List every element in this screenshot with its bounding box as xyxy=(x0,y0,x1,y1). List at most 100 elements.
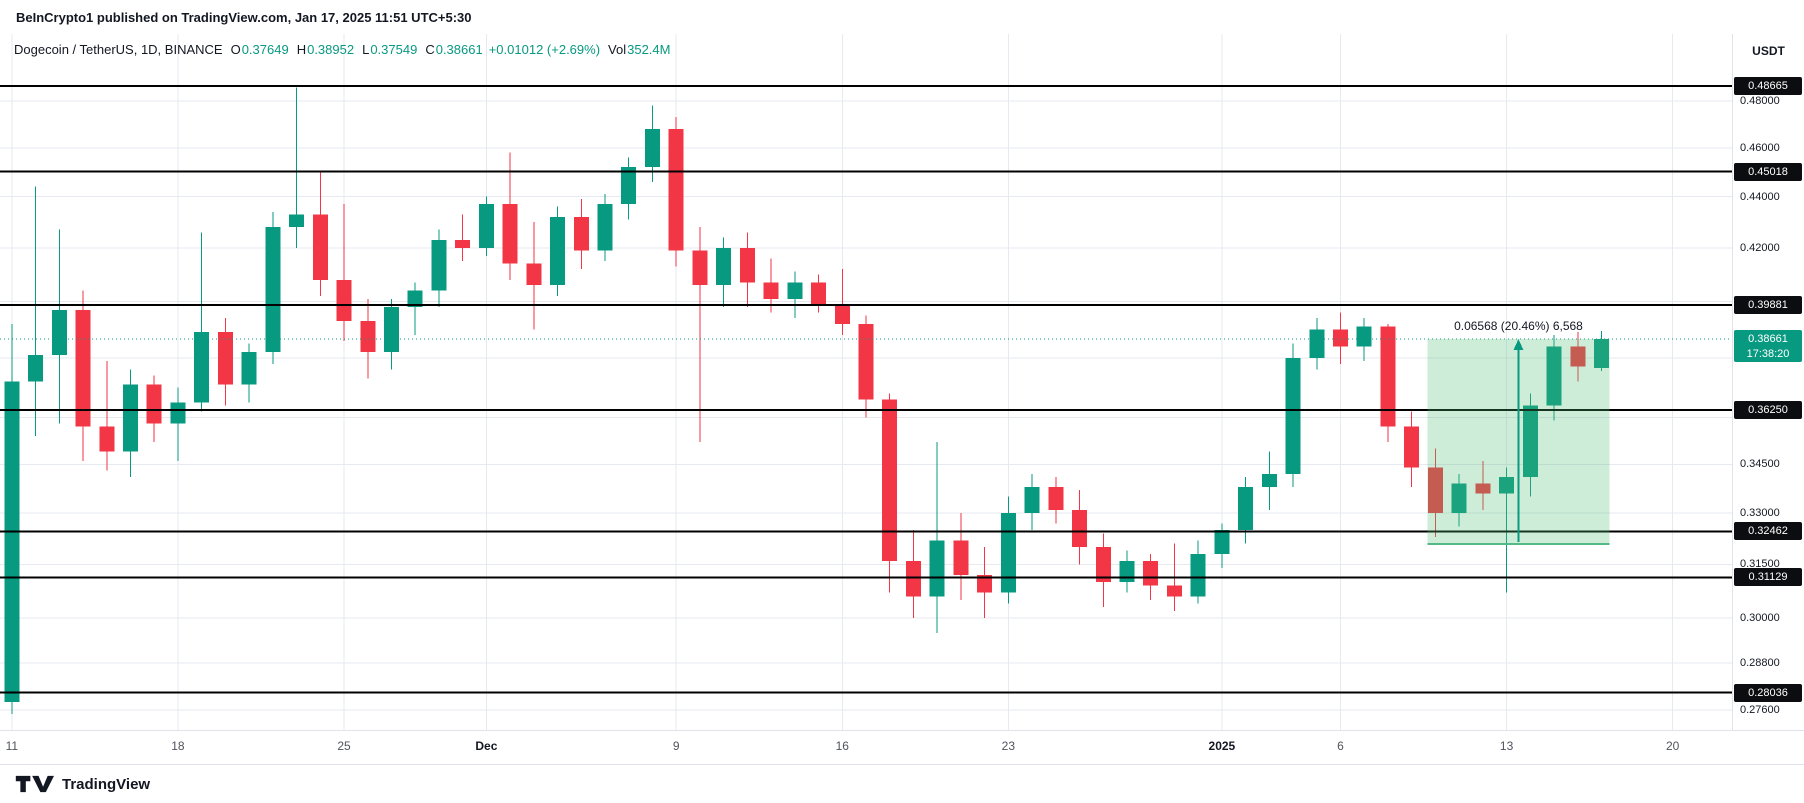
candle-body xyxy=(336,279,352,321)
candle-body xyxy=(1499,477,1515,494)
candle-body xyxy=(241,352,257,385)
candle-body xyxy=(312,214,328,280)
change-value: +0.01012 (+2.69%) xyxy=(488,42,601,57)
time-label: 6 xyxy=(1337,739,1344,753)
candle-body xyxy=(1475,483,1491,494)
candle-body xyxy=(431,240,447,291)
time-label: 16 xyxy=(835,739,849,753)
candle-body xyxy=(265,227,281,353)
price-level-badge: 0.39881 xyxy=(1734,295,1802,314)
candle-body xyxy=(1166,585,1182,597)
price-level-badge: 0.36250 xyxy=(1734,400,1802,419)
price-level-badge: 0.28036 xyxy=(1734,683,1802,702)
candle-body xyxy=(1048,486,1064,510)
close-label: C xyxy=(425,42,435,57)
candle-body xyxy=(1000,513,1016,593)
price-level-badge: 0.31129 xyxy=(1734,568,1802,587)
candle-body xyxy=(1380,326,1396,427)
candle-body xyxy=(1143,560,1159,586)
candle-body xyxy=(99,426,115,452)
price-level-badge: 0.48665 xyxy=(1734,76,1802,95)
candle-body xyxy=(668,128,684,251)
candle-body xyxy=(953,540,969,575)
price-label: 0.48000 xyxy=(1740,94,1780,107)
price-axis[interactable]: USDT 0.38661 17:38:20 0.48000 0.46000 0.44… xyxy=(1732,34,1804,730)
price-label: 0.28800 xyxy=(1740,657,1780,670)
candle-body xyxy=(1261,473,1277,487)
time-label: 23 xyxy=(1001,739,1016,753)
candlestick-chart[interactable]: 0.06568 (20.46%) 6,568 xyxy=(0,34,1732,730)
candle-body xyxy=(1214,530,1230,555)
current-price-value: 0.38661 xyxy=(1748,333,1788,346)
candle-body xyxy=(763,282,779,299)
candle-body xyxy=(146,384,162,424)
candle-body xyxy=(811,282,827,305)
candle-body xyxy=(455,240,471,248)
time-label: 2025 xyxy=(1208,739,1236,753)
candle-body xyxy=(644,128,660,168)
candle-body xyxy=(1404,426,1420,468)
symbol-name[interactable]: Dogecoin / TetherUS, 1D, BINANCE xyxy=(14,42,223,57)
measure-arrow-head xyxy=(1513,339,1524,351)
price-label: 0.30000 xyxy=(1740,612,1780,625)
candle-body xyxy=(1546,346,1562,406)
time-label: 18 xyxy=(171,739,185,753)
candle-body xyxy=(1427,467,1443,514)
open-value: 0.37649 xyxy=(241,42,289,57)
candle-body xyxy=(28,355,44,382)
candle-body xyxy=(1522,405,1538,478)
candle-body xyxy=(1309,329,1325,359)
candle-body xyxy=(194,332,210,403)
tradingview-logo-icon[interactable] xyxy=(14,774,54,794)
candle-body xyxy=(122,384,138,452)
time-axis[interactable]: 11 18 25 Dec 9 16 23 2025 6 13 20 xyxy=(0,730,1804,764)
candle-body xyxy=(692,250,708,286)
candle-body xyxy=(739,247,755,283)
candle-body xyxy=(1451,483,1467,514)
time-label: 9 xyxy=(672,739,680,753)
price-label: 0.42000 xyxy=(1740,241,1780,254)
high-value: 0.38952 xyxy=(307,42,355,57)
candle-body xyxy=(1238,486,1254,531)
candle-body xyxy=(858,323,874,400)
candle-body xyxy=(1356,326,1372,347)
volume-label: Vol xyxy=(608,42,627,57)
candle-body xyxy=(573,216,589,251)
candle-body xyxy=(4,381,20,702)
high-label: H xyxy=(296,42,307,57)
currency-selector[interactable]: USDT xyxy=(1752,44,1785,58)
publish-header: BeInCrypto1 published on TradingView.com… xyxy=(0,0,1804,34)
candle-body xyxy=(1072,509,1088,548)
price-label: 0.34500 xyxy=(1740,458,1780,471)
chart-plot[interactable]: 0.06568 (20.46%) 6,568 Dogecoin / Tether… xyxy=(0,34,1732,730)
publish-header-text: BeInCrypto1 published on TradingView.com… xyxy=(16,9,472,25)
candle-body xyxy=(1095,547,1111,583)
volume-value: 352.4M xyxy=(627,42,671,57)
candle-body xyxy=(929,540,945,597)
tradingview-wordmark[interactable]: TradingView xyxy=(62,775,151,793)
price-label: 0.27600 xyxy=(1740,703,1780,716)
low-label: L xyxy=(362,42,370,57)
price-label: 0.44000 xyxy=(1740,190,1780,203)
open-label: O xyxy=(230,42,241,57)
time-label: 20 xyxy=(1665,739,1680,753)
candle-body xyxy=(905,560,921,597)
candle-body xyxy=(550,216,566,286)
attribution-bar: TradingView xyxy=(0,764,1804,803)
countdown-timer: 17:38:20 xyxy=(1746,348,1790,361)
candle-body xyxy=(1119,560,1135,583)
price-label: 0.31500 xyxy=(1740,558,1780,571)
price-label: 0.46000 xyxy=(1740,141,1780,154)
candle-body xyxy=(1285,358,1301,474)
time-label: 25 xyxy=(337,739,351,753)
chart-legend: Dogecoin / TetherUS, 1D, BINANCE O 0.3764… xyxy=(14,42,670,57)
candle-body xyxy=(716,247,732,286)
current-price-badge: 0.38661 17:38:20 xyxy=(1734,330,1802,363)
candle-body xyxy=(834,304,850,324)
candle-body xyxy=(882,399,898,561)
candle-body xyxy=(407,290,423,308)
close-value: 0.38661 xyxy=(435,42,483,57)
time-axis-labels: 11 18 25 Dec 9 16 23 2025 6 13 20 xyxy=(0,731,1732,765)
price-label: 0.33000 xyxy=(1740,507,1780,520)
measure-label: 0.06568 (20.46%) 6,568 xyxy=(1454,319,1583,333)
